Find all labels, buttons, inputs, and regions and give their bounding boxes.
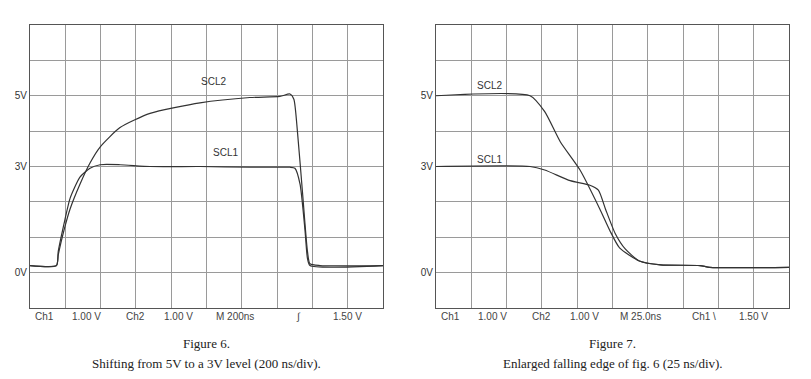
svg-text:1.00 V: 1.00 V bbox=[478, 311, 507, 322]
svg-text:Ch1: Ch1 bbox=[441, 311, 460, 322]
svg-text:0V: 0V bbox=[421, 267, 434, 278]
svg-text:0V: 0V bbox=[15, 267, 28, 278]
svg-text:∫: ∫ bbox=[296, 311, 301, 322]
svg-text:Enlarged falling edge of fig.: Enlarged falling edge of fig. 6 (25 ns/d… bbox=[503, 356, 723, 371]
svg-text:1.50 V: 1.50 V bbox=[739, 311, 768, 322]
svg-text:1.00 V: 1.00 V bbox=[570, 311, 599, 322]
svg-text:Figure 7.: Figure 7. bbox=[589, 336, 636, 351]
svg-text:SCL1: SCL1 bbox=[477, 154, 502, 165]
svg-text:3V: 3V bbox=[15, 161, 28, 172]
svg-text:5V: 5V bbox=[15, 90, 28, 101]
svg-text:1.00 V: 1.00 V bbox=[72, 311, 101, 322]
svg-text:Ch1: Ch1 bbox=[35, 311, 54, 322]
svg-text:Figure 6.: Figure 6. bbox=[183, 336, 230, 351]
svg-text:SCL2: SCL2 bbox=[477, 80, 502, 91]
svg-text:Ch1 \: Ch1 \ bbox=[692, 311, 716, 322]
svg-text:M 25.0ns: M 25.0ns bbox=[620, 311, 661, 322]
svg-text:Ch2: Ch2 bbox=[126, 311, 145, 322]
svg-text:SCL2: SCL2 bbox=[201, 76, 226, 87]
svg-text:M 200ns: M 200ns bbox=[216, 311, 254, 322]
svg-text:Ch2: Ch2 bbox=[532, 311, 551, 322]
svg-text:SCL1: SCL1 bbox=[213, 147, 238, 158]
svg-text:Shifting from 5V to a 3V level: Shifting from 5V to a 3V level (200 ns/d… bbox=[92, 356, 321, 371]
svg-text:1.00 V: 1.00 V bbox=[164, 311, 193, 322]
svg-text:1.50 V: 1.50 V bbox=[333, 311, 362, 322]
svg-text:3V: 3V bbox=[421, 161, 434, 172]
svg-text:5V: 5V bbox=[421, 90, 434, 101]
